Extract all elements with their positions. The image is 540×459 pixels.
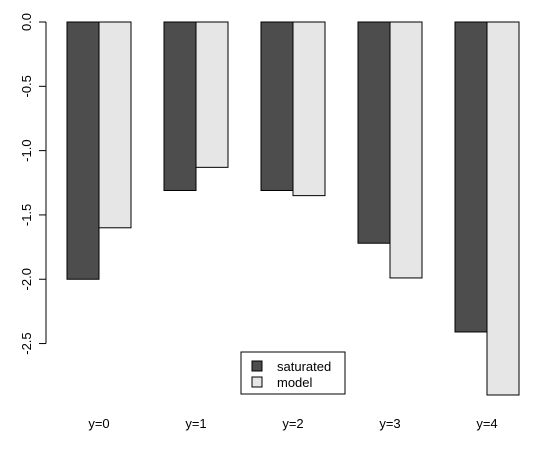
- legend-label-saturated: saturated: [277, 359, 331, 374]
- x-category-label: y=4: [476, 416, 497, 431]
- y-tick-label: -1.0: [19, 139, 34, 161]
- bar-saturated-y=1: [163, 21, 197, 191]
- legend-swatch-saturated: [251, 360, 263, 372]
- x-category-label: y=3: [379, 416, 400, 431]
- bar-model-y=2: [292, 21, 326, 197]
- bar-saturated-y=0: [66, 21, 100, 280]
- legend-swatch-model: [251, 376, 263, 388]
- bar-model-y=4: [486, 21, 520, 396]
- y-tick-label: -1.5: [19, 204, 34, 226]
- bar-model-y=1: [195, 21, 229, 168]
- bars: [66, 21, 520, 396]
- y-tick-label: -0.5: [19, 75, 34, 97]
- y-axis: 0.0 -0.5 -1.0 -1.5 -2.0 -2.5: [19, 13, 47, 355]
- bar-saturated-y=2: [260, 21, 294, 191]
- legend-label-model: model: [277, 375, 313, 390]
- y-tick-label: -2.5: [19, 332, 34, 354]
- y-tick-label: -2.0: [19, 268, 34, 290]
- bar-model-y=3: [389, 21, 423, 279]
- x-category-label: y=0: [88, 416, 109, 431]
- bar-model-y=0: [98, 21, 132, 229]
- x-category-label: y=2: [282, 416, 303, 431]
- bar-saturated-y=3: [357, 21, 391, 244]
- x-category-label: y=1: [185, 416, 206, 431]
- category-labels: y=0 y=1 y=2 y=3 y=4: [88, 416, 497, 431]
- y-tick-label: 0.0: [19, 13, 34, 31]
- bar-saturated-y=4: [454, 21, 488, 333]
